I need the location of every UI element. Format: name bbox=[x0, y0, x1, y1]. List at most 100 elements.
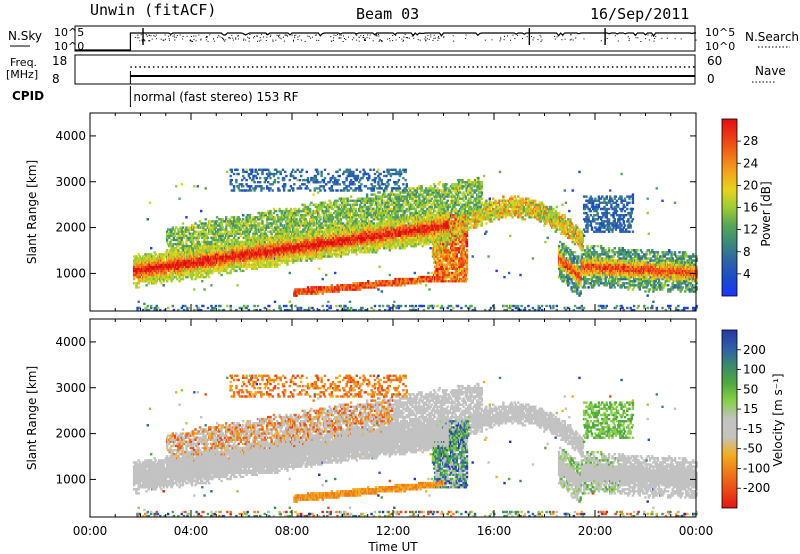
power-cell bbox=[239, 231, 241, 233]
power-cell bbox=[225, 216, 227, 218]
nave-label: Nave bbox=[755, 64, 786, 78]
power-cell bbox=[330, 177, 332, 179]
power-cell bbox=[228, 266, 230, 268]
power-cell bbox=[352, 173, 354, 175]
power-cell bbox=[334, 272, 336, 274]
power-cell bbox=[297, 179, 299, 181]
power-cell bbox=[194, 237, 196, 239]
power-cell bbox=[255, 220, 257, 222]
power-cell bbox=[350, 307, 352, 309]
noise-point bbox=[207, 36, 208, 37]
noise-point bbox=[425, 37, 426, 38]
power-cell bbox=[215, 237, 217, 239]
noise-point bbox=[214, 41, 215, 42]
cpid-label: CPID bbox=[12, 89, 44, 103]
power-cell bbox=[332, 175, 334, 177]
power-cell bbox=[370, 307, 372, 309]
noise-point bbox=[278, 36, 279, 37]
power-cell bbox=[211, 272, 213, 274]
noise-point bbox=[343, 35, 344, 36]
power-cell bbox=[364, 171, 366, 173]
power-cell bbox=[343, 189, 345, 191]
power-cell bbox=[259, 177, 261, 179]
noise-point bbox=[225, 39, 226, 40]
power-cell bbox=[305, 214, 307, 216]
power-cell bbox=[331, 185, 333, 187]
power-cell bbox=[265, 214, 267, 216]
noise-point bbox=[573, 40, 574, 41]
power-cell bbox=[311, 228, 313, 230]
power-cell bbox=[247, 214, 249, 216]
power-cell bbox=[283, 189, 285, 191]
power-cell bbox=[242, 169, 244, 171]
power-cell bbox=[257, 173, 259, 175]
noise-point bbox=[266, 40, 267, 41]
power-cell bbox=[323, 204, 325, 206]
power-cell bbox=[339, 169, 341, 171]
power-cell bbox=[250, 185, 252, 187]
noise-point bbox=[221, 37, 222, 38]
power-cell bbox=[280, 171, 282, 173]
power-cell bbox=[266, 235, 268, 237]
power-cell bbox=[335, 179, 337, 181]
power-cell bbox=[235, 181, 237, 183]
power-cell bbox=[320, 204, 322, 206]
noise-point bbox=[257, 41, 258, 42]
power-cell bbox=[336, 200, 338, 202]
power-cell bbox=[236, 284, 238, 286]
noise-point bbox=[231, 35, 232, 36]
noise-point bbox=[510, 40, 511, 41]
power-cell bbox=[289, 272, 291, 274]
power-cell bbox=[297, 169, 299, 171]
noise-point bbox=[168, 36, 169, 37]
power-cell bbox=[311, 214, 313, 216]
power-cell bbox=[143, 303, 145, 305]
power-cell bbox=[309, 214, 311, 216]
power-cell bbox=[305, 218, 307, 220]
noise-point bbox=[413, 34, 414, 35]
noise-point bbox=[675, 38, 676, 39]
nave-tick-bottom: 0 bbox=[707, 72, 715, 86]
power-cell bbox=[202, 305, 204, 307]
power-cell bbox=[309, 307, 311, 309]
noise-point bbox=[618, 41, 619, 42]
power-cell bbox=[173, 239, 175, 241]
power-cell bbox=[163, 255, 165, 257]
power-cell bbox=[336, 255, 338, 257]
power-cell bbox=[224, 237, 226, 239]
power-cell bbox=[360, 183, 362, 185]
power-cell bbox=[184, 305, 186, 307]
power-cell bbox=[272, 264, 274, 266]
power-cell bbox=[284, 183, 286, 185]
power-cell bbox=[344, 305, 346, 307]
noise-point bbox=[334, 35, 335, 36]
power-cell bbox=[198, 231, 200, 233]
power-cell bbox=[325, 183, 327, 185]
power-cell bbox=[306, 171, 308, 173]
power-cell bbox=[197, 270, 199, 272]
power-cell bbox=[230, 175, 232, 177]
power-cell bbox=[201, 274, 203, 276]
power-cell bbox=[331, 187, 333, 189]
noise-point bbox=[571, 39, 572, 40]
power-cell bbox=[314, 210, 316, 212]
power-cell bbox=[288, 231, 290, 233]
noise-point bbox=[424, 39, 425, 40]
noise-point bbox=[542, 40, 543, 41]
power-cell bbox=[230, 231, 232, 233]
noise-point bbox=[249, 34, 250, 35]
noise-point bbox=[156, 35, 157, 36]
cpid-text: normal (fast stereo) 153 RF bbox=[133, 90, 298, 104]
power-cell bbox=[280, 307, 282, 309]
noise-point bbox=[293, 40, 294, 41]
power-cell bbox=[192, 224, 194, 226]
power-cell bbox=[166, 231, 168, 233]
noise-point bbox=[200, 40, 201, 41]
power-cell bbox=[178, 280, 180, 282]
noise-point bbox=[333, 40, 334, 41]
power-cell bbox=[211, 253, 213, 255]
power-cell bbox=[368, 177, 370, 179]
power-cell bbox=[365, 185, 367, 187]
power-cell bbox=[355, 208, 357, 210]
power-cell bbox=[349, 214, 351, 216]
